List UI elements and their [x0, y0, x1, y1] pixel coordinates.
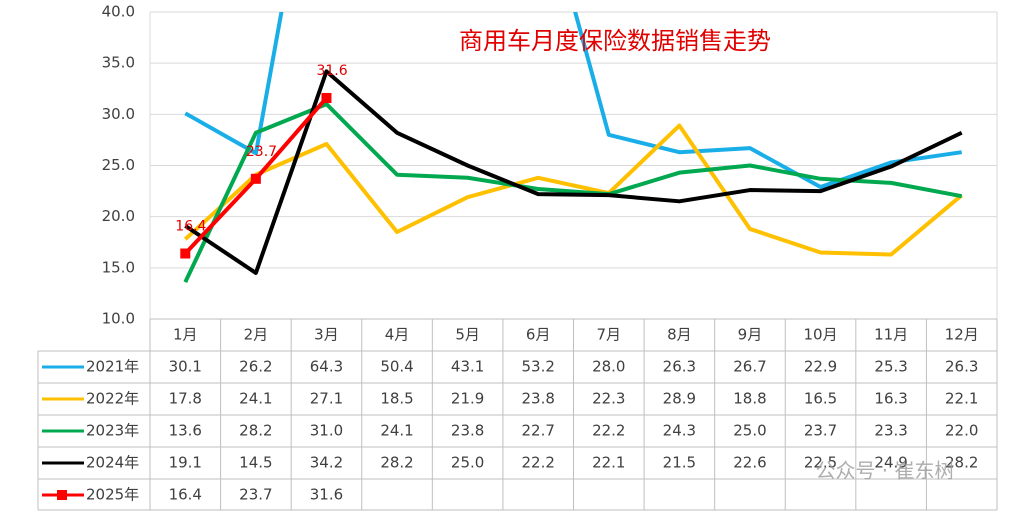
x-tick-label: 3月	[314, 326, 339, 344]
x-tick-label: 4月	[385, 326, 410, 344]
table-value: 24.3	[663, 422, 696, 440]
table-value: 16.5	[804, 390, 837, 408]
table-value: 25.3	[874, 358, 907, 376]
series-line	[183, 123, 963, 257]
table-value: 22.2	[592, 422, 625, 440]
labels: 16.4 23.7 31.6	[175, 63, 347, 235]
y-tick-label: 10.0	[102, 310, 135, 328]
x-tick-label: 6月	[526, 326, 551, 344]
x-tick-label: 2月	[244, 326, 269, 344]
watermark: 公众号 · 崔东树	[815, 459, 954, 483]
x-tick-label: 9月	[738, 326, 763, 344]
table-value: 16.4	[169, 486, 202, 504]
plot	[180, 12, 963, 284]
table-value: 17.8	[169, 390, 202, 408]
x-tick-label: 11月	[874, 326, 908, 344]
table-value: 50.4	[380, 358, 413, 376]
table-value: 22.1	[592, 454, 625, 472]
point-marker	[250, 173, 261, 184]
legend-label: 2025年	[86, 486, 139, 504]
table-value: 22.6	[733, 454, 766, 472]
series-line	[184, 12, 962, 189]
x-tick-label: 7月	[597, 326, 622, 344]
grid: 10.0 15.0 20.0 25.0 30.0 35.0 40.0	[102, 3, 998, 328]
table-value: 53.2	[522, 358, 555, 376]
x-tick-label: 5月	[455, 326, 480, 344]
legend-label: 2022年	[86, 390, 139, 408]
chart-title: 商用车月度保险数据销售走势	[459, 27, 771, 55]
table-value: 21.9	[451, 390, 484, 408]
table-value: 28.2	[945, 454, 978, 472]
table-value: 23.8	[522, 390, 555, 408]
x-tick-label: 8月	[667, 326, 692, 344]
table-value: 24.1	[239, 390, 272, 408]
table-value: 28.2	[380, 454, 413, 472]
y-tick-label: 25.0	[102, 156, 135, 174]
table-value: 14.5	[239, 454, 272, 472]
table-value: 34.2	[310, 454, 343, 472]
table-value: 22.0	[945, 422, 978, 440]
point-marker	[321, 92, 332, 103]
table-value: 23.3	[874, 422, 907, 440]
table-value: 22.7	[522, 422, 555, 440]
table-value: 31.6	[310, 486, 343, 504]
legend-label: 2024年	[86, 454, 139, 472]
table-value: 26.3	[663, 358, 696, 376]
table-value: 27.1	[310, 390, 343, 408]
table-value: 24.9	[874, 454, 907, 472]
table-value: 18.5	[380, 390, 413, 408]
y-tick-label: 30.0	[102, 105, 135, 123]
table-value: 30.1	[169, 358, 202, 376]
x-tick-label: 1月	[173, 326, 198, 344]
table-value: 23.7	[804, 422, 837, 440]
table-value: 25.0	[451, 454, 484, 472]
legend-label: 2021年	[86, 358, 139, 376]
y-tick-label: 35.0	[102, 54, 135, 72]
x-tick-label: 10月	[803, 326, 837, 344]
table-value: 24.1	[380, 422, 413, 440]
data-label: 16.4	[175, 219, 206, 235]
table-value: 22.3	[592, 390, 625, 408]
table-value: 26.7	[733, 358, 766, 376]
table-value: 43.1	[451, 358, 484, 376]
table-value: 31.0	[310, 422, 343, 440]
table-value: 28.9	[663, 390, 696, 408]
point-marker	[180, 248, 191, 259]
table-value: 26.3	[945, 358, 978, 376]
table-value: 64.3	[310, 358, 343, 376]
table-value: 22.5	[804, 454, 837, 472]
data-label: 31.6	[316, 63, 347, 79]
table-value: 18.8	[733, 390, 766, 408]
y-tick-label: 20.0	[102, 207, 135, 225]
table-value: 22.2	[522, 454, 555, 472]
legend-marker	[57, 490, 67, 500]
table-value: 16.3	[874, 390, 907, 408]
table-value: 26.2	[239, 358, 272, 376]
table-value: 19.1	[169, 454, 202, 472]
table-value: 28.0	[592, 358, 625, 376]
table-value: 23.8	[451, 422, 484, 440]
table-value: 13.6	[169, 422, 202, 440]
data-table: 1月 2月 3月 4月 5月 6月 7月 8月 9月 10月 11月 12月 2021年 30.1 26.2…	[37, 318, 998, 511]
x-tick-label: 12月	[945, 326, 979, 344]
table-value: 28.2	[239, 422, 272, 440]
data-label: 23.7	[246, 144, 277, 160]
y-tick-label: 15.0	[102, 258, 135, 276]
series-line	[184, 69, 963, 275]
table-value: 23.7	[239, 486, 272, 504]
table-value: 22.9	[804, 358, 837, 376]
y-tick-label: 40.0	[102, 3, 135, 21]
table-value: 21.5	[663, 454, 696, 472]
table-value: 22.1	[945, 390, 978, 408]
table-value: 25.0	[733, 422, 766, 440]
legend-label: 2023年	[86, 422, 139, 440]
